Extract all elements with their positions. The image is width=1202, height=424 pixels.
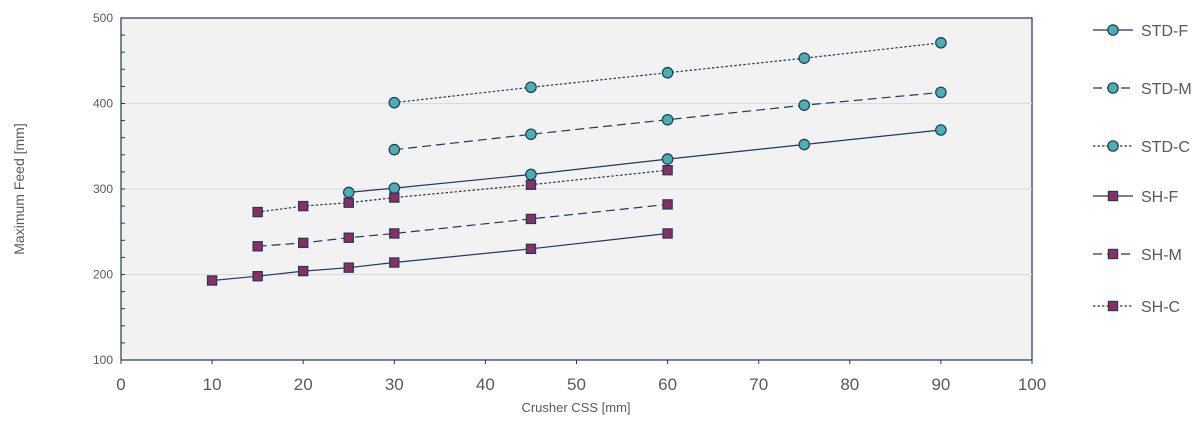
x-tick-label: 30 [385, 375, 404, 394]
legend-marker [1107, 24, 1119, 36]
data-point [389, 228, 400, 239]
x-tick-label: 40 [476, 375, 495, 394]
data-point [661, 153, 674, 165]
y-tick-label: 300 [93, 182, 113, 196]
axes: 100 200 300 400 500 0 10 20 30 40 50 60 70 80 90 100 [93, 11, 1046, 394]
legend-label: SH-F [1141, 189, 1179, 206]
legend-item-sh-f: SH-F [1093, 189, 1179, 206]
data-point [662, 199, 673, 210]
x-tick-label: 70 [749, 375, 768, 394]
data-point [342, 186, 355, 199]
data-point [661, 113, 674, 126]
data-point [525, 179, 537, 190]
data-point [798, 99, 811, 112]
data-point [798, 138, 811, 151]
data-point [935, 86, 947, 99]
x-tick-label: 50 [567, 375, 586, 394]
y-tick-label: 500 [93, 11, 113, 25]
data-point [662, 228, 673, 239]
legend-marker [1107, 140, 1119, 152]
x-axis-label: Crusher CSS [mm] [521, 400, 630, 415]
x-tick-label: 20 [294, 375, 313, 394]
data-point [252, 206, 263, 218]
data-point [935, 124, 947, 136]
legend-item-std-c: STD-C [1093, 139, 1190, 156]
series-sh-m [252, 199, 673, 252]
series-group [206, 36, 947, 286]
legend-label: SH-M [1141, 247, 1182, 264]
data-point [661, 66, 674, 79]
data-point [389, 192, 400, 203]
series-sh-f [206, 228, 673, 286]
data-point [798, 52, 811, 64]
series-std-m [388, 86, 947, 156]
data-point [389, 257, 400, 268]
data-point [252, 271, 263, 282]
data-point [343, 232, 354, 243]
data-point [298, 200, 309, 212]
data-point [525, 243, 537, 255]
data-point [525, 81, 537, 94]
legend-label: STD-M [1141, 81, 1192, 98]
data-point [343, 197, 354, 208]
legend-item-std-m: STD-M [1093, 81, 1192, 98]
x-tick-label: 10 [203, 375, 222, 394]
series-std-c [388, 36, 947, 109]
legend-marker [1107, 300, 1119, 312]
data-point [298, 265, 309, 277]
legend-marker [1107, 82, 1119, 94]
data-point [525, 213, 537, 225]
legend-item-sh-m: SH-M [1093, 247, 1182, 264]
series-sh-c [252, 164, 673, 218]
legend-label: STD-F [1141, 23, 1188, 40]
y-axis-label: Maximum Feed [mm] [11, 123, 27, 254]
legend-item-std-f: STD-F [1093, 23, 1188, 40]
legend-item-sh-c: SH-C [1093, 299, 1180, 316]
data-point [525, 168, 537, 181]
x-tick-label: 80 [840, 375, 859, 394]
data-point [662, 164, 673, 176]
series-line [257, 203, 668, 247]
x-tick-label: 60 [658, 375, 677, 394]
data-point [935, 36, 947, 49]
legend: STD-F STD-M STD-C SH-F SH-M SH-C [1093, 23, 1192, 316]
y-tick-label: 400 [93, 97, 113, 111]
data-point [343, 262, 354, 273]
y-tick-label: 200 [93, 268, 113, 282]
data-point [388, 143, 401, 156]
data-point [525, 128, 537, 141]
data-point [252, 241, 263, 252]
data-point [206, 275, 218, 286]
legend-marker [1107, 190, 1119, 202]
x-tick-label: 0 [116, 375, 125, 394]
data-point [298, 237, 309, 249]
x-tick-label: 100 [1018, 375, 1046, 394]
series-line [348, 129, 941, 193]
data-point [388, 96, 401, 109]
legend-label: STD-C [1141, 139, 1190, 156]
y-tick-label: 100 [93, 353, 113, 367]
legend-marker [1107, 248, 1119, 260]
series-line [257, 169, 668, 213]
x-tick-label: 90 [931, 375, 950, 394]
legend-label: SH-C [1141, 299, 1180, 316]
data-point [388, 182, 401, 194]
